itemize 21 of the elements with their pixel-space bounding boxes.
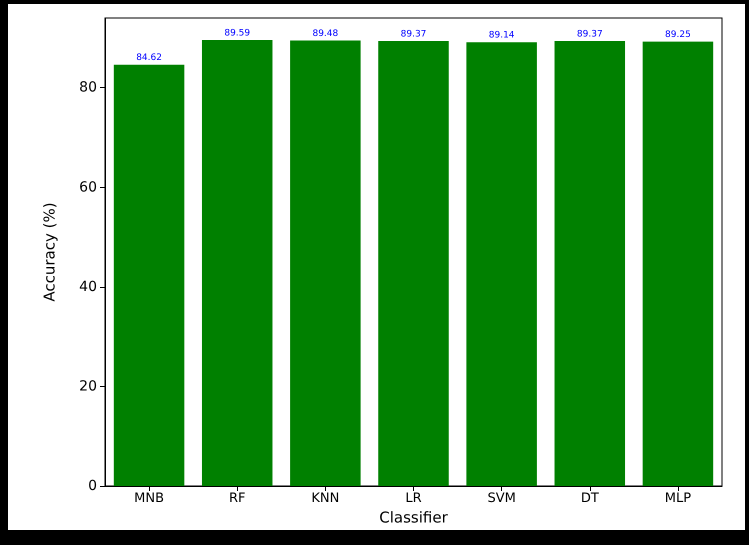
data-label: 89.59 (224, 28, 250, 38)
y-axis-title: Accuracy (%) (40, 202, 58, 302)
x-tick-label: MLP (664, 491, 692, 506)
data-label: 84.62 (136, 53, 162, 64)
data-label: 89.37 (400, 30, 426, 40)
y-tick-label: 40 (79, 278, 97, 295)
x-tick-label: DT (580, 491, 599, 506)
y-tick-label: 60 (79, 179, 97, 196)
x-axis-title: Classifier (379, 508, 449, 526)
data-label: 89.37 (576, 30, 603, 40)
y-tick-label: 80 (79, 80, 97, 96)
x-tick-label: SVM (487, 491, 516, 506)
y-tick-label: 20 (79, 378, 97, 394)
data-label: 89.25 (665, 30, 691, 40)
x-tick-label: RF (228, 491, 246, 506)
data-label: 89.14 (488, 30, 515, 41)
x-tick-label: LR (405, 491, 422, 506)
data-label: 89.48 (312, 29, 339, 40)
y-tick-label: 0 (88, 478, 97, 494)
x-tick-label: KNN (311, 491, 340, 506)
x-tick-label: MNB (134, 491, 164, 506)
